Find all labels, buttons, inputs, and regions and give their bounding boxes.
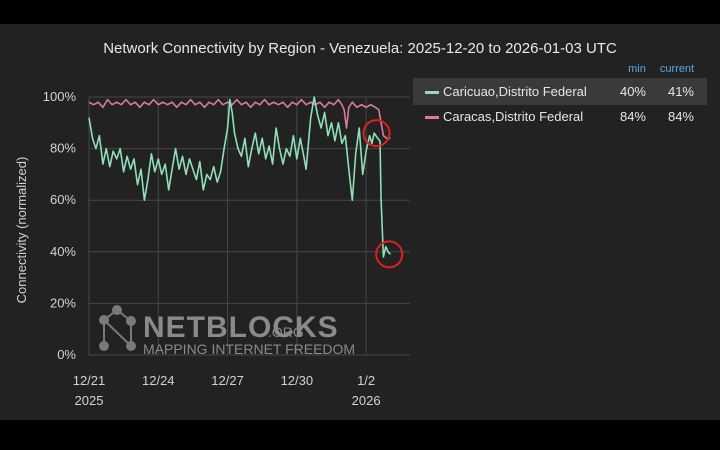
x-tick-label: 12/30	[281, 373, 314, 388]
highlight-circle	[362, 119, 391, 148]
y-tick-label: 40%	[50, 244, 76, 259]
legend-series-name: Caricuao,Distrito Federal	[443, 84, 587, 99]
legend-series-min: 40%	[620, 84, 646, 99]
x-tick-year: 2025	[75, 393, 104, 408]
chart-title: Network Connectivity by Region - Venezue…	[103, 40, 617, 57]
legend-swatch	[425, 116, 439, 119]
netblocks-logo-icon	[99, 305, 136, 351]
watermark-brand: NETBLOCKS	[143, 311, 339, 344]
x-tick-label: 1/2	[357, 373, 375, 388]
watermark-suffix: .ORG	[268, 324, 304, 340]
legend-series-min: 84%	[620, 109, 646, 124]
x-tick-year: 2026	[352, 393, 381, 408]
highlight-circle	[375, 240, 404, 269]
legend-series-current: 84%	[668, 109, 694, 124]
legend-swatch	[425, 91, 439, 94]
y-tick-label: 80%	[50, 141, 76, 156]
x-tick-label: 12/24	[142, 373, 175, 388]
chart: Network Connectivity by Region - Venezue…	[14, 40, 707, 408]
y-tick-label: 20%	[50, 295, 76, 310]
legend: min current Caricuao,Distrito Federal 40%…	[413, 63, 707, 124]
legend-row-highlight[interactable]	[413, 78, 707, 105]
x-tick-label: 12/21	[73, 373, 106, 388]
legend-item[interactable]: Caracas,Distrito Federal 84% 84%	[425, 109, 694, 124]
y-tick-label: 0%	[57, 347, 76, 362]
x-tick-label: 12/27	[211, 373, 244, 388]
y-tick-label: 60%	[50, 192, 76, 207]
highlight-layer	[362, 119, 404, 269]
chart-frame: Network Connectivity by Region - Venezue…	[0, 24, 720, 420]
legend-header-current: current	[660, 63, 694, 75]
series-line-0	[88, 96, 391, 258]
legend-series-current: 41%	[668, 84, 694, 99]
series-layer	[88, 96, 391, 258]
y-tick-label: 100%	[43, 89, 77, 104]
series-line-1	[88, 98, 391, 140]
x-axis-ticks: 12/21 2025 12/24 12/27 12/30 1/2 2026	[73, 373, 381, 408]
y-axis-label: Connectivity (normalized)	[14, 157, 29, 304]
legend-item[interactable]: Caricuao,Distrito Federal 40% 41%	[425, 84, 694, 99]
legend-header-min: min	[628, 63, 646, 75]
legend-series-name: Caracas,Distrito Federal	[443, 109, 583, 124]
y-axis-ticks: 0% 20% 40% 60% 80% 100%	[43, 89, 77, 362]
watermark-tagline: MAPPING INTERNET FREEDOM	[143, 341, 355, 357]
